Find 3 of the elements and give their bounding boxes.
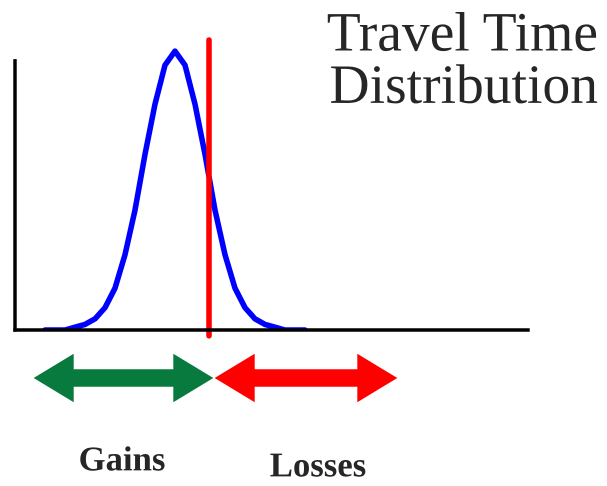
text: Gains bbox=[80, 446, 165, 471]
text: Travel Time Distribution bbox=[328, 12, 598, 104]
text: Losses bbox=[270, 454, 366, 477]
